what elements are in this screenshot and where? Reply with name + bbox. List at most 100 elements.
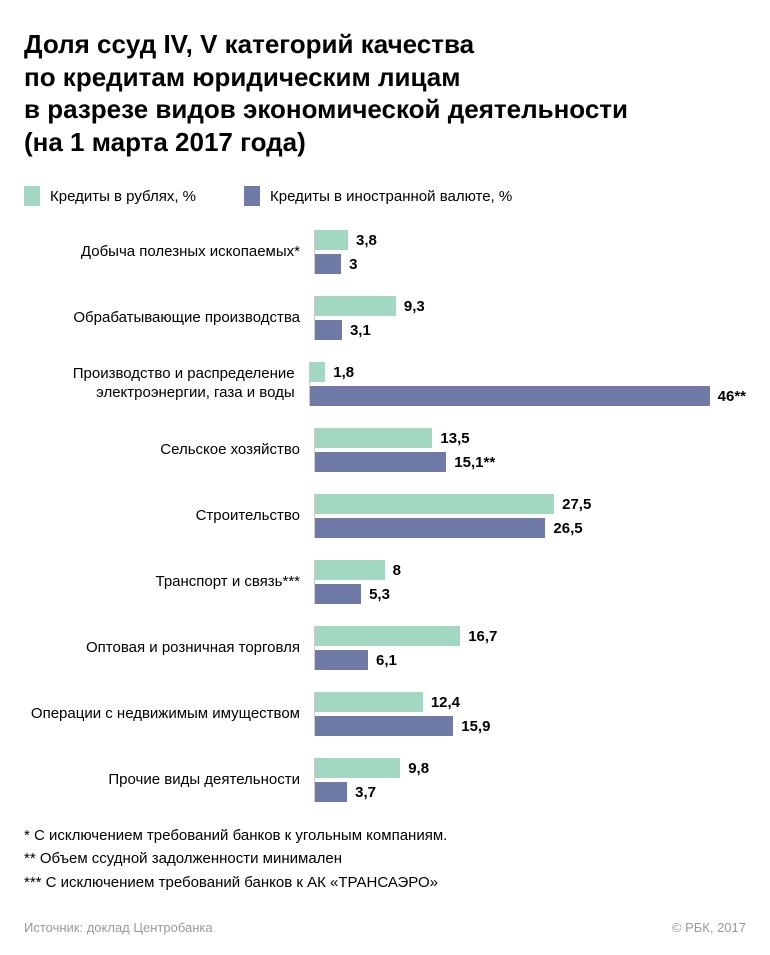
chart-row: Транспорт и связь***85,3	[24, 560, 746, 604]
legend-item-foreign: Кредиты в иностранной валюте, %	[244, 186, 512, 206]
bar-value: 9,8	[408, 760, 429, 777]
bar-line: 3	[315, 254, 746, 274]
bar-a	[315, 758, 400, 778]
bar-b	[315, 782, 347, 802]
chart-title: Доля ссуд IV, V категорий качества по кр…	[24, 28, 746, 158]
bars-group: 16,7 6,1	[314, 626, 746, 670]
legend-swatch-icon	[244, 186, 260, 206]
bar-value: 6,1	[376, 652, 397, 669]
title-line: Доля ссуд IV, V категорий качества	[24, 29, 474, 59]
source-label: Источник: доклад Центробанка	[24, 920, 213, 935]
bar-line: 13,5	[315, 428, 746, 448]
bar-value: 9,3	[404, 298, 425, 315]
bar-line: 15,9	[315, 716, 746, 736]
bar-line: 3,7	[315, 782, 746, 802]
bar-line: 46**	[310, 386, 746, 406]
bar-line: 15,1**	[315, 452, 746, 472]
row-label: Обрабатывающие производства	[24, 309, 314, 328]
row-label: Прочие виды деятельности	[24, 771, 314, 790]
bar-value: 46**	[718, 388, 746, 405]
bar-a	[315, 560, 385, 580]
bar-line: 26,5	[315, 518, 746, 538]
row-label: Сельское хозяйство	[24, 441, 314, 460]
bar-line: 3,8	[315, 230, 746, 250]
bar-value: 26,5	[553, 520, 582, 537]
bars-group: 27,5 26,5	[314, 494, 746, 538]
bars-group: 3,83	[314, 230, 746, 274]
row-label: Строительство	[24, 507, 314, 526]
bar-b	[315, 254, 341, 274]
bar-a	[315, 230, 348, 250]
legend-label: Кредиты в иностранной валюте, %	[270, 188, 512, 205]
bar-line: 16,7	[315, 626, 746, 646]
bar-value: 3	[349, 256, 357, 273]
bar-line: 12,4	[315, 692, 746, 712]
row-label: Добыча полезных ископаемых*	[24, 243, 314, 262]
bars-group: 85,3	[314, 560, 746, 604]
bars-group: 13,5 15,1**	[314, 428, 746, 472]
chart-row: Оптовая и розничная торговля 16,7 6,1	[24, 626, 746, 670]
bar-value: 16,7	[468, 628, 497, 645]
title-line: в разрезе видов экономической деятельнос…	[24, 94, 628, 124]
bar-b	[310, 386, 710, 406]
bar-value: 3,8	[356, 232, 377, 249]
bar-chart: Добыча полезных ископаемых*3,83Обрабатыв…	[24, 230, 746, 802]
bars-group: 9,8 3,7	[314, 758, 746, 802]
bar-value: 15,1**	[454, 454, 495, 471]
bar-line: 1,8	[310, 362, 746, 382]
bar-a	[315, 692, 423, 712]
row-label: Оптовая и розничная торговля	[24, 639, 314, 658]
bar-b	[315, 650, 368, 670]
bar-line: 6,1	[315, 650, 746, 670]
chart-row: Сельское хозяйство 13,5 15,1**	[24, 428, 746, 472]
bar-a	[315, 428, 432, 448]
footnote: *** С исключением требований банков к АК…	[24, 871, 746, 894]
bar-line: 27,5	[315, 494, 746, 514]
legend-label: Кредиты в рублях, %	[50, 188, 196, 205]
bar-line: 3,1	[315, 320, 746, 340]
bar-b	[315, 518, 545, 538]
bar-b	[315, 584, 361, 604]
copyright-label: © РБК, 2017	[672, 920, 746, 935]
bar-value: 27,5	[562, 496, 591, 513]
bar-value: 3,7	[355, 784, 376, 801]
bars-group: 9,3 3,1	[314, 296, 746, 340]
title-line: (на 1 марта 2017 года)	[24, 127, 306, 157]
bar-line: 9,8	[315, 758, 746, 778]
bar-line: 5,3	[315, 584, 746, 604]
chart-container: Доля ссуд IV, V категорий качества по кр…	[0, 0, 770, 955]
chart-row: Прочие виды деятельности 9,8 3,7	[24, 758, 746, 802]
bar-a	[315, 296, 396, 316]
bars-group: 12,415,9	[314, 692, 746, 736]
bar-line: 8	[315, 560, 746, 580]
chart-row: Добыча полезных ископаемых*3,83	[24, 230, 746, 274]
bars-group: 1,8 46**	[309, 362, 746, 406]
bar-a	[315, 626, 460, 646]
bar-b	[315, 320, 342, 340]
bar-value: 1,8	[333, 364, 354, 381]
legend-item-rubles: Кредиты в рублях, %	[24, 186, 196, 206]
chart-row: Обрабатывающие производства 9,3 3,1	[24, 296, 746, 340]
bar-line: 9,3	[315, 296, 746, 316]
bar-value: 13,5	[440, 430, 469, 447]
bar-value: 15,9	[461, 718, 490, 735]
row-label: Транспорт и связь***	[24, 573, 314, 592]
row-label: Производство и распределение электроэнер…	[24, 365, 309, 403]
title-line: по кредитам юридическим лицам	[24, 62, 460, 92]
footnotes: * С исключением требований банков к угол…	[24, 824, 746, 894]
bar-a	[310, 362, 326, 382]
bar-b	[315, 716, 453, 736]
bar-a	[315, 494, 554, 514]
footer: Источник: доклад Центробанка © РБК, 2017	[24, 920, 746, 935]
footnote: ** Объем ссудной задолженности минимален	[24, 847, 746, 870]
bar-value: 5,3	[369, 586, 390, 603]
chart-row: Производство и распределение электроэнер…	[24, 362, 746, 406]
chart-row: Операции с недвижимым имуществом12,415,9	[24, 692, 746, 736]
bar-b	[315, 452, 446, 472]
bar-value: 8	[393, 562, 401, 579]
row-label: Операции с недвижимым имуществом	[24, 705, 314, 724]
legend-swatch-icon	[24, 186, 40, 206]
bar-value: 3,1	[350, 322, 371, 339]
bar-value: 12,4	[431, 694, 460, 711]
legend: Кредиты в рублях, % Кредиты в иностранно…	[24, 186, 746, 206]
